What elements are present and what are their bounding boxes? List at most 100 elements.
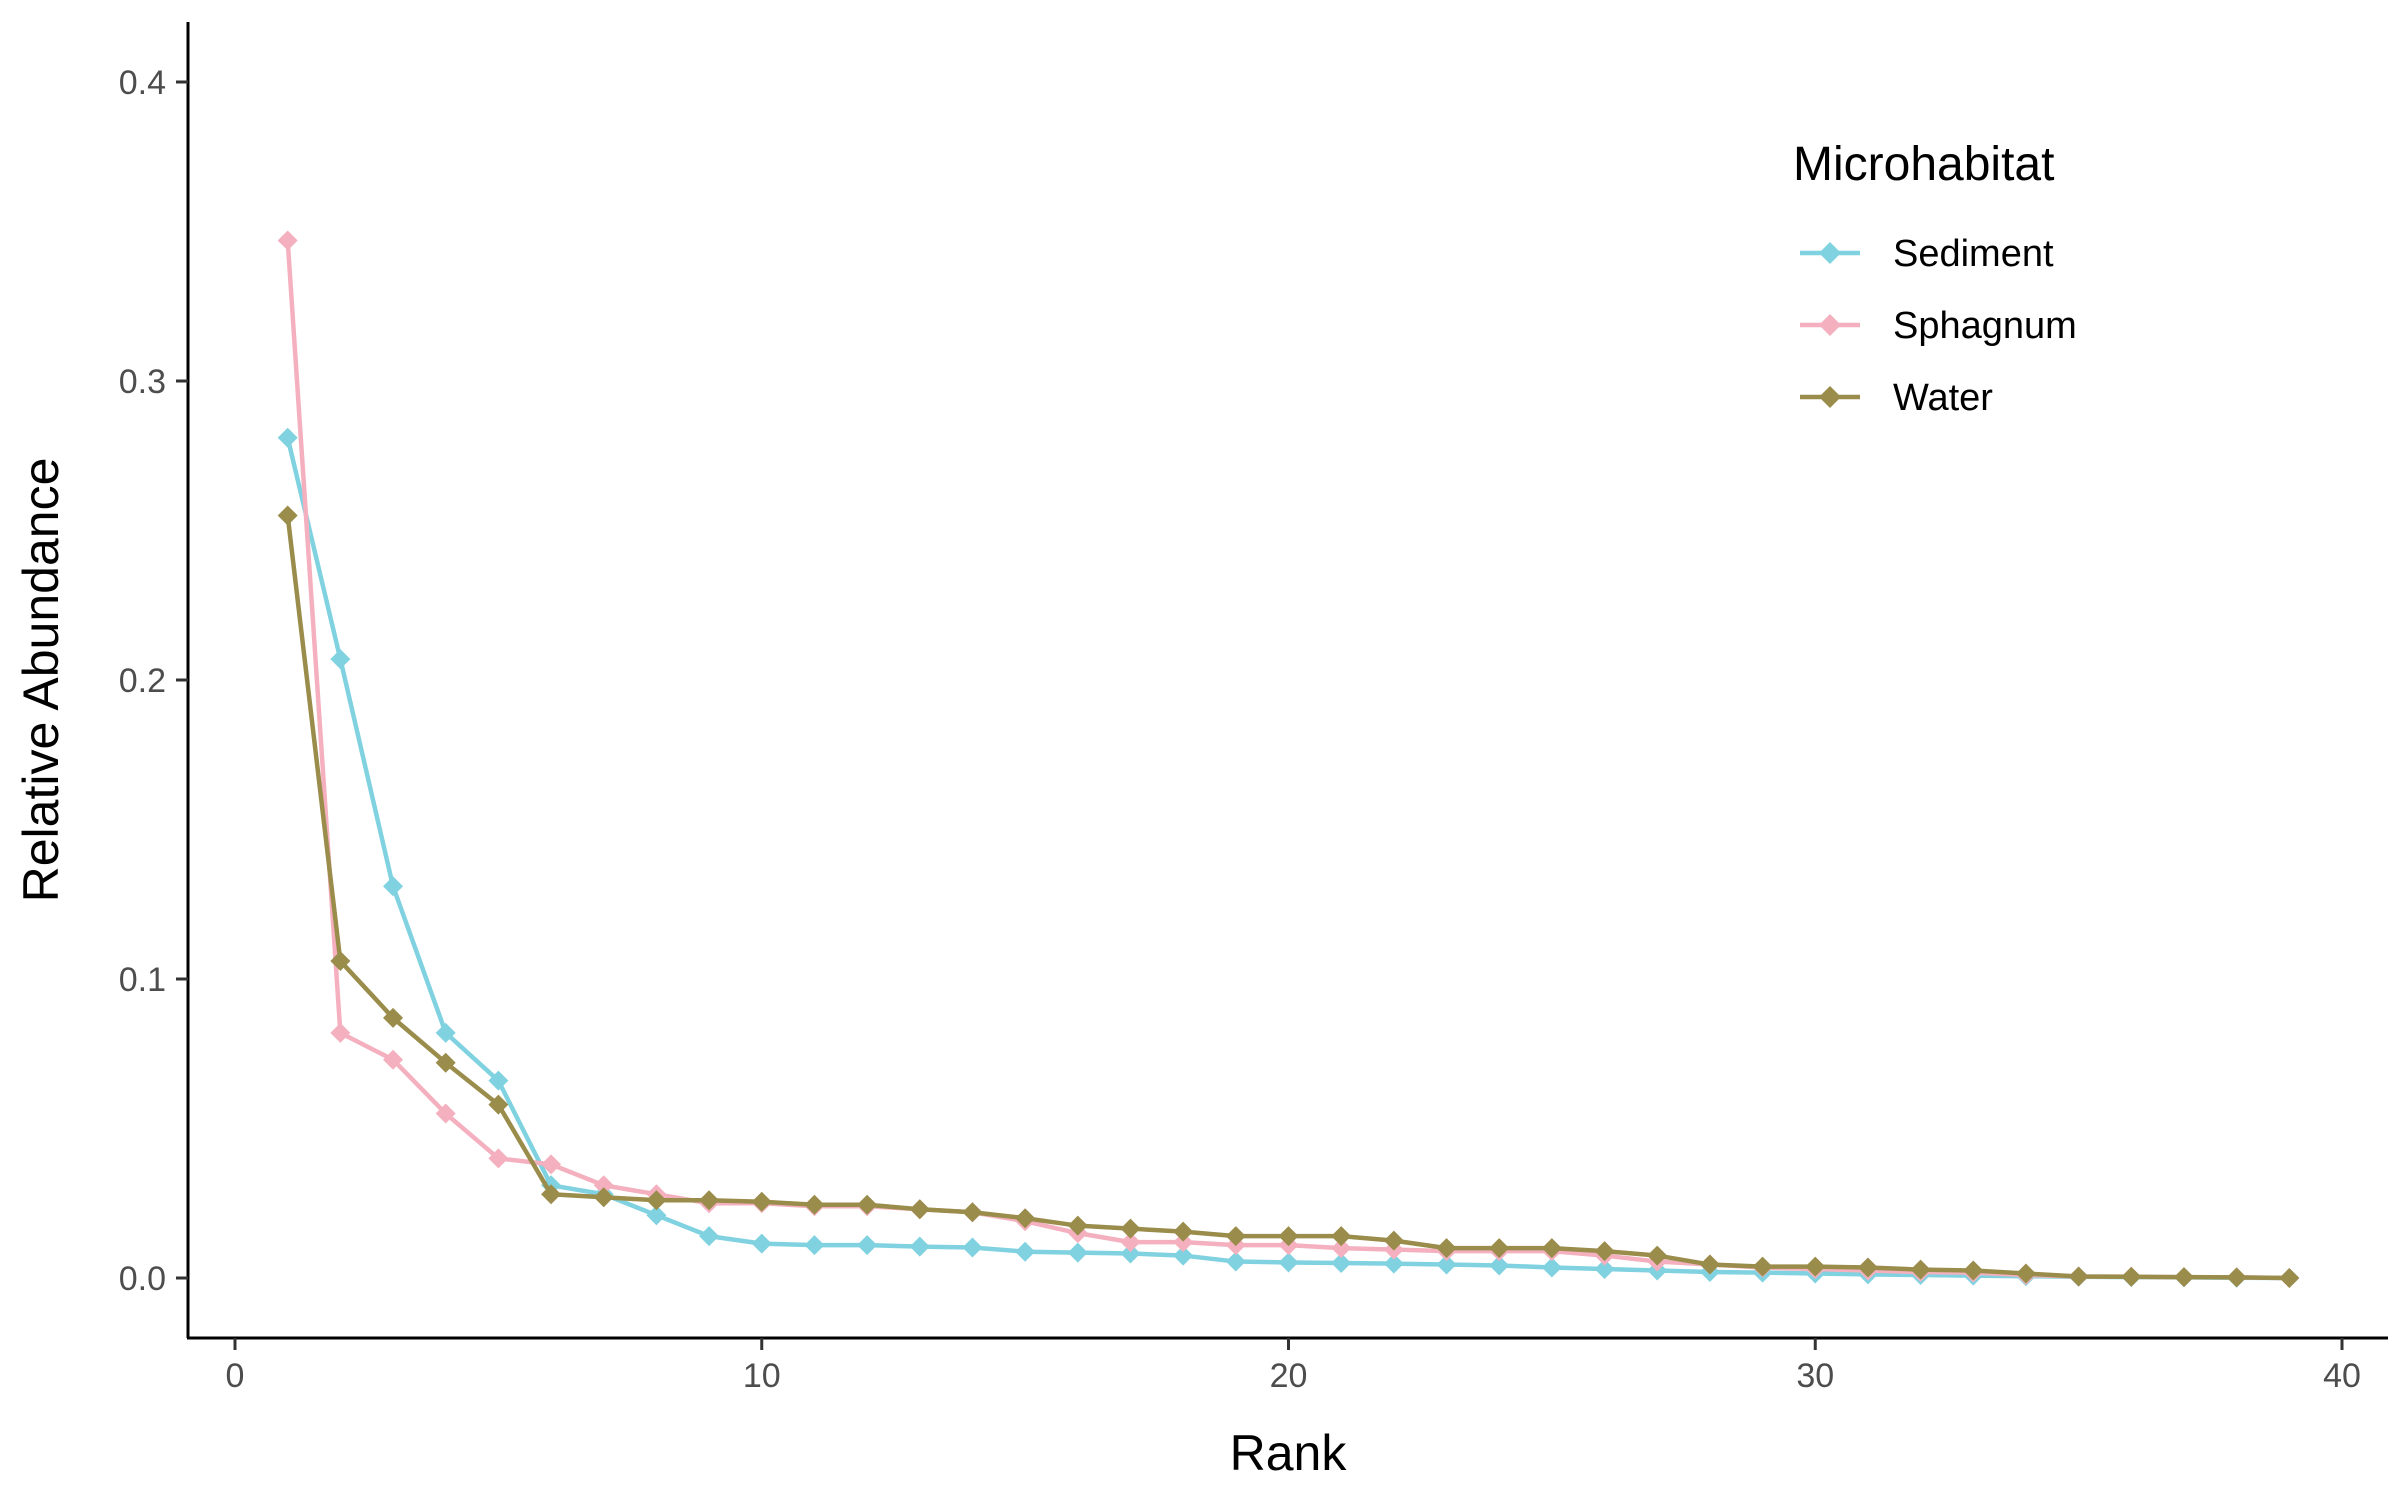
data-point-sediment	[909, 1236, 930, 1257]
y-tick-label: 0.3	[119, 363, 166, 401]
data-point-water	[1436, 1238, 1457, 1259]
data-point-sphagnum	[435, 1103, 456, 1124]
legend: Microhabitat Sediment Sphagnum Water	[1793, 138, 2077, 419]
data-point-sediment	[1383, 1253, 1404, 1274]
y-axis-title: Relative Abundance	[13, 458, 69, 903]
data-point-sediment	[699, 1226, 720, 1247]
data-point-sediment	[1489, 1255, 1510, 1276]
data-point-sediment	[646, 1205, 667, 1226]
x-axis-ticks: 0 10 20 30 40	[226, 1338, 2361, 1395]
data-point-water	[330, 951, 351, 972]
y-tick-label: 0.1	[119, 961, 166, 999]
data-point-water	[2121, 1266, 2142, 1287]
data-point-sediment	[330, 649, 351, 670]
data-point-sediment	[962, 1237, 983, 1258]
data-point-water	[2279, 1268, 2300, 1288]
data-point-water	[1699, 1254, 1720, 1275]
series-sphagnum	[277, 230, 2300, 1288]
data-point-water	[1963, 1260, 1984, 1281]
data-point-water	[1857, 1257, 1878, 1278]
data-point-sediment	[1278, 1252, 1299, 1273]
data-point-water	[435, 1052, 456, 1073]
data-point-water	[1805, 1256, 1826, 1277]
data-point-water	[488, 1094, 509, 1115]
data-point-sphagnum	[541, 1154, 562, 1175]
legend-label: Sphagnum	[1893, 305, 2077, 347]
legend-key-marker	[1819, 242, 1841, 264]
data-point-water	[1120, 1218, 1141, 1239]
data-point-sphagnum	[488, 1148, 509, 1169]
data-point-water	[2068, 1266, 2089, 1287]
data-point-sediment	[277, 427, 298, 448]
data-point-water	[646, 1190, 667, 1211]
legend-key-marker	[1819, 314, 1841, 336]
data-point-sediment	[1225, 1251, 1246, 1272]
series-sediment	[277, 427, 2300, 1288]
data-point-sediment	[1120, 1243, 1141, 1264]
x-tick-label: 0	[226, 1357, 245, 1395]
x-tick-label: 40	[2323, 1357, 2361, 1395]
data-point-water	[1541, 1238, 1562, 1259]
data-point-water	[751, 1191, 772, 1212]
data-point-water	[1489, 1238, 1510, 1259]
legend-title: Microhabitat	[1793, 138, 2054, 191]
legend-label: Sediment	[1893, 233, 2054, 275]
data-point-sediment	[1015, 1241, 1036, 1262]
legend-item-sphagnum: Sphagnum	[1800, 305, 2077, 347]
data-point-water	[1910, 1259, 1931, 1280]
data-point-sediment	[435, 1022, 456, 1043]
series-line-water	[285, 515, 2290, 1281]
plot-area	[277, 230, 2300, 1288]
data-point-water	[2015, 1263, 2036, 1284]
data-point-water	[277, 505, 298, 526]
data-point-water	[1594, 1241, 1615, 1262]
data-point-sediment	[751, 1233, 772, 1254]
y-axis-ticks: 0.0 0.1 0.2 0.3 0.4	[119, 64, 188, 1298]
data-point-sediment	[1594, 1259, 1615, 1280]
legend-label: Water	[1893, 377, 1993, 419]
x-axis-title: Rank	[1230, 1425, 1348, 1481]
data-point-sediment	[1173, 1245, 1194, 1266]
x-tick-label: 30	[1796, 1357, 1834, 1395]
data-point-water	[593, 1187, 614, 1208]
data-point-water	[857, 1194, 878, 1215]
data-point-water	[383, 1007, 404, 1028]
data-point-water	[909, 1199, 930, 1220]
data-point-water	[699, 1190, 720, 1211]
y-tick-label: 0.0	[119, 1260, 166, 1298]
x-tick-label: 20	[1270, 1357, 1308, 1395]
data-point-water	[1383, 1230, 1404, 1251]
data-point-water	[804, 1194, 825, 1215]
data-point-water	[1278, 1226, 1299, 1247]
data-point-water	[2226, 1267, 2247, 1288]
data-point-water	[1752, 1256, 1773, 1277]
data-point-water	[1647, 1245, 1668, 1266]
data-point-sphagnum	[1120, 1232, 1141, 1253]
x-tick-label: 10	[743, 1357, 781, 1395]
data-point-sediment	[857, 1235, 878, 1256]
legend-item-water: Water	[1800, 377, 1993, 419]
data-point-sediment	[1436, 1254, 1457, 1275]
data-point-water	[541, 1184, 562, 1205]
legend-key-marker	[1819, 386, 1841, 408]
data-point-sphagnum	[277, 230, 298, 251]
data-point-sediment	[488, 1070, 509, 1091]
series-water	[277, 505, 2300, 1288]
data-point-sphagnum	[593, 1175, 614, 1196]
data-point-water	[1225, 1226, 1246, 1247]
data-point-water	[962, 1202, 983, 1223]
data-point-water	[2173, 1267, 2194, 1288]
data-point-sediment	[804, 1235, 825, 1256]
legend-item-sediment: Sediment	[1800, 233, 2054, 275]
data-point-sphagnum	[1331, 1238, 1352, 1259]
data-point-sediment	[1067, 1242, 1088, 1263]
data-point-water	[1015, 1208, 1036, 1229]
data-point-sediment	[1331, 1253, 1352, 1274]
data-point-water	[1067, 1215, 1088, 1236]
y-tick-label: 0.2	[119, 662, 166, 700]
series-line-sediment	[285, 437, 2290, 1281]
data-point-sediment	[1541, 1257, 1562, 1278]
data-point-water	[1331, 1226, 1352, 1247]
y-tick-label: 0.4	[119, 64, 166, 102]
